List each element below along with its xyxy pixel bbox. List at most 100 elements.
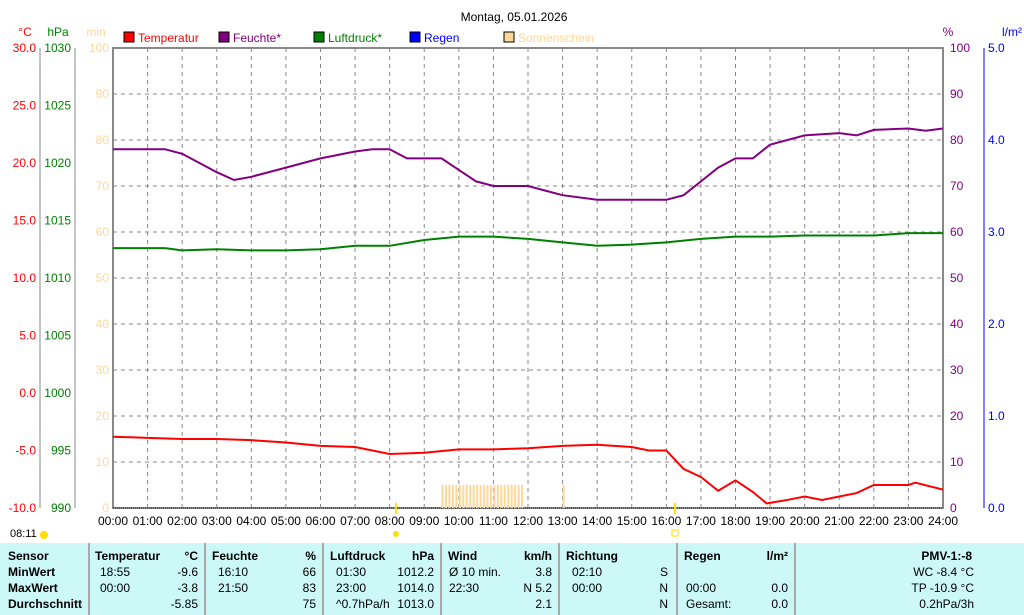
rain-tick-label: 3.0 bbox=[988, 225, 1005, 239]
table-cell: PMV-1:-8 bbox=[921, 549, 972, 563]
sun-icon bbox=[40, 531, 48, 539]
sun-bar bbox=[489, 485, 492, 508]
temp-tick-label: 0.0 bbox=[19, 386, 36, 400]
sun-bar bbox=[517, 485, 520, 508]
legend-label: Temperatur bbox=[138, 31, 199, 45]
humidity-tick-label: 40 bbox=[950, 317, 964, 331]
table-cell: 00:00 bbox=[100, 581, 131, 595]
sun-tick-label: 50 bbox=[96, 271, 110, 285]
humidity-tick-label: 10 bbox=[950, 455, 964, 469]
x-tick-label: 13:00 bbox=[548, 514, 578, 528]
pressure-tick-label: 1020 bbox=[44, 156, 71, 170]
sun-bar bbox=[510, 485, 513, 508]
x-tick-label: 08:00 bbox=[375, 514, 405, 528]
x-tick-label: 24:00 bbox=[928, 514, 958, 528]
table-cell: 3.8 bbox=[535, 565, 552, 579]
legend-swatch bbox=[503, 31, 515, 43]
table-cell: N bbox=[659, 581, 668, 595]
pressure-tick-label: 1015 bbox=[44, 214, 71, 228]
table-cell: Wind bbox=[448, 549, 478, 563]
legend-label: Sonnenschein bbox=[518, 31, 594, 45]
pressure-tick-label: 1010 bbox=[44, 271, 71, 285]
x-tick-label: 01:00 bbox=[133, 514, 163, 528]
temp-tick-label: -5.0 bbox=[15, 444, 36, 458]
temp-tick-label: -10.0 bbox=[9, 501, 37, 515]
sun-tick-label: 0 bbox=[102, 501, 109, 515]
table-cell: Feuchte bbox=[212, 549, 259, 563]
table-cell: ^0.7hPa/h bbox=[336, 597, 390, 611]
sun-tick-label: 60 bbox=[96, 225, 110, 239]
legend-swatch bbox=[313, 31, 325, 43]
sun-tick-label: 10 bbox=[96, 455, 110, 469]
humidity-tick-label: 0 bbox=[950, 501, 957, 515]
table-cell: 0.0 bbox=[771, 581, 788, 595]
legend-label: Luftdruck* bbox=[328, 31, 382, 45]
table-cell: Temperatur bbox=[95, 549, 161, 563]
x-tick-label: 22:00 bbox=[859, 514, 889, 528]
temp-axis-label: °C bbox=[18, 25, 32, 39]
x-tick-label: 04:00 bbox=[236, 514, 266, 528]
series-temperatur bbox=[112, 435, 944, 505]
sun-tick-label: 100 bbox=[89, 41, 109, 55]
table-cell: WC -8.4 °C bbox=[913, 565, 974, 579]
sun-bar bbox=[562, 485, 565, 508]
table-cell: 00:00 bbox=[686, 581, 717, 595]
weather-chart: Montag, 05.01.2026 °C 30.0 25.0 20.0 15.0 10.0… bbox=[9, 10, 1022, 537]
humidity-tick-label: 50 bbox=[950, 271, 964, 285]
sun-tick-label: 40 bbox=[96, 317, 110, 331]
sun-bar bbox=[441, 485, 444, 508]
pressure-tick-label: 990 bbox=[51, 501, 71, 515]
table-cell: 18:55 bbox=[100, 565, 131, 579]
humidity-tick-label: 30 bbox=[950, 363, 964, 377]
sun-bar bbox=[514, 485, 517, 508]
table-cell: % bbox=[305, 549, 316, 563]
table-cell: 16:10 bbox=[218, 565, 249, 579]
table-cell: -5.85 bbox=[170, 597, 198, 611]
x-tick-label: 00:00 bbox=[98, 514, 128, 528]
row-label: MaxWert bbox=[8, 581, 58, 595]
humidity-tick-label: 90 bbox=[950, 87, 964, 101]
x-tick-label: 02:00 bbox=[167, 514, 197, 528]
table-cell: 66 bbox=[302, 565, 316, 579]
x-tick-label: 15:00 bbox=[617, 514, 647, 528]
table-cell: Richtung bbox=[566, 549, 618, 563]
pressure-tick-label: 995 bbox=[51, 444, 71, 458]
table-cell: Gesamt: bbox=[686, 597, 732, 611]
table-cell: 1014.0 bbox=[397, 581, 434, 595]
table-cell: 0.0 bbox=[771, 597, 788, 611]
sun-tick-label: 90 bbox=[96, 87, 110, 101]
rain-tick-label: 5.0 bbox=[988, 41, 1005, 55]
rain-tick-label: 1.0 bbox=[988, 409, 1005, 423]
sun-tick-label: 30 bbox=[96, 363, 110, 377]
rain-tick-label: 4.0 bbox=[988, 133, 1005, 147]
sun-bar bbox=[445, 485, 447, 508]
table-cell: 22:30 bbox=[449, 581, 480, 595]
stats-table: Sensor Temperatur °C Feuchte% Luftdruck hPa Wi… bbox=[0, 543, 1024, 615]
time-marker: 08:11 bbox=[10, 528, 37, 540]
table-cell: 0.2hPa/3h bbox=[919, 597, 974, 611]
table-cell: 01:30 bbox=[336, 565, 367, 579]
series-luftdruck bbox=[113, 232, 943, 252]
humidity-tick-label: 70 bbox=[950, 179, 964, 193]
table-cell: km/h bbox=[523, 549, 552, 563]
table-cell: hPa bbox=[411, 549, 434, 563]
legend-swatch bbox=[409, 31, 421, 43]
humidity-axis-label: % bbox=[943, 25, 954, 39]
x-tick-label: 11:00 bbox=[479, 514, 508, 528]
rain-tick-label: 0.0 bbox=[988, 501, 1005, 515]
x-tick-label: 12:00 bbox=[513, 514, 543, 528]
humidity-tick-label: 80 bbox=[950, 133, 964, 147]
pressure-tick-label: 1000 bbox=[44, 386, 71, 400]
series-feuchte bbox=[113, 127, 944, 201]
x-tick-label: 05:00 bbox=[271, 514, 301, 528]
x-tick-label: 17:00 bbox=[686, 514, 716, 528]
x-tick-label: 07:00 bbox=[340, 514, 370, 528]
x-tick-label: 20:00 bbox=[790, 514, 820, 528]
table-cell: 1012.2 bbox=[397, 565, 434, 579]
row-label: MinWert bbox=[8, 565, 56, 579]
table-cell: °C bbox=[184, 549, 198, 563]
table-cell: Ø 10 min. bbox=[449, 565, 502, 579]
pressure-tick-label: 1030 bbox=[44, 41, 71, 55]
table-cell: 02:10 bbox=[572, 565, 603, 579]
sun-bar bbox=[448, 485, 451, 508]
